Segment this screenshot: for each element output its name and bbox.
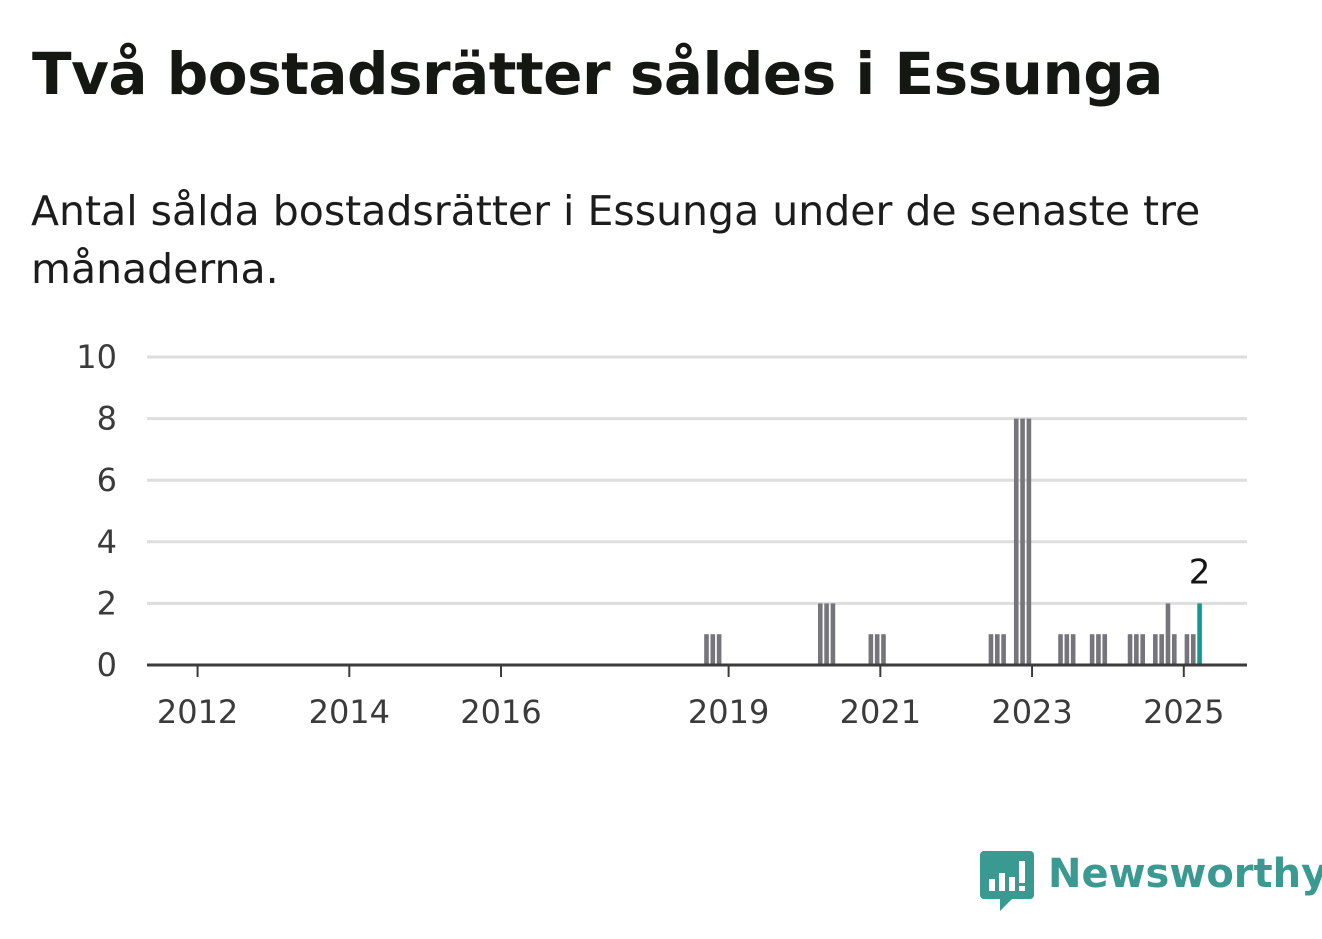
y-tick-label: 6: [97, 461, 117, 499]
x-tick-label: 2019: [688, 693, 769, 731]
bar: [1026, 418, 1032, 665]
bar: [1013, 418, 1019, 665]
axes: [147, 663, 1247, 677]
bar: [716, 634, 722, 665]
newsworthy-logo-icon: [980, 851, 1034, 911]
bar: [1020, 418, 1025, 665]
x-tick-label: 2023: [991, 693, 1072, 731]
data-label: 2: [1189, 552, 1211, 592]
bar: [1096, 634, 1101, 665]
x-tick-label: 2012: [157, 693, 238, 731]
highlight-bar: [1197, 603, 1202, 665]
bar: [710, 634, 716, 665]
bar: [1134, 634, 1139, 665]
bar-chart: 0 2 4 6 8 10 2 2012 2014 2016 2019 2021 2023 2025: [76, 338, 1247, 731]
bar: [881, 634, 886, 665]
newsworthy-logo: Newsworthy: [980, 849, 1322, 913]
bar: [1001, 634, 1006, 665]
bar: [988, 634, 994, 665]
bar: [1153, 634, 1158, 665]
bar: [1159, 634, 1164, 665]
y-tick-label: 4: [97, 523, 117, 561]
y-tick-label: 0: [97, 646, 117, 684]
bar: [1102, 634, 1108, 665]
brand-name: Newsworthy: [1048, 851, 1322, 897]
bar: [1058, 634, 1063, 665]
labels: 0 2 4 6 8 10 2 2012 2014 2016 2019 2021 2023 2025: [76, 338, 1224, 731]
bar: [874, 634, 880, 665]
bar: [824, 603, 829, 665]
y-tick-label: 8: [97, 400, 117, 438]
bar: [1171, 634, 1177, 665]
bar: [868, 634, 874, 665]
x-tick-label: 2021: [840, 693, 921, 731]
x-tick-label: 2025: [1143, 693, 1224, 731]
bar: [1070, 634, 1076, 665]
bar: [1165, 603, 1171, 665]
bars: [704, 418, 1202, 665]
bar: [704, 634, 709, 665]
bar: [1064, 634, 1070, 665]
gridlines: [147, 355, 1247, 605]
bar: [1190, 634, 1196, 665]
bar: [1184, 634, 1190, 665]
x-tick-label: 2014: [309, 693, 390, 731]
bar: [830, 603, 836, 665]
bar: [817, 603, 823, 665]
x-tick-label: 2016: [460, 693, 541, 731]
bar: [1140, 634, 1145, 665]
y-tick-label: 10: [76, 338, 117, 376]
bar: [994, 634, 1000, 665]
bar: [1089, 634, 1095, 665]
y-tick-label: 2: [97, 584, 117, 622]
chart-headline: Två bostadsrätter såldes i Essunga: [32, 40, 1163, 108]
bar: [1127, 634, 1133, 665]
chart-subheading: Antal sålda bostadsrätter i Essunga unde…: [31, 187, 1201, 293]
